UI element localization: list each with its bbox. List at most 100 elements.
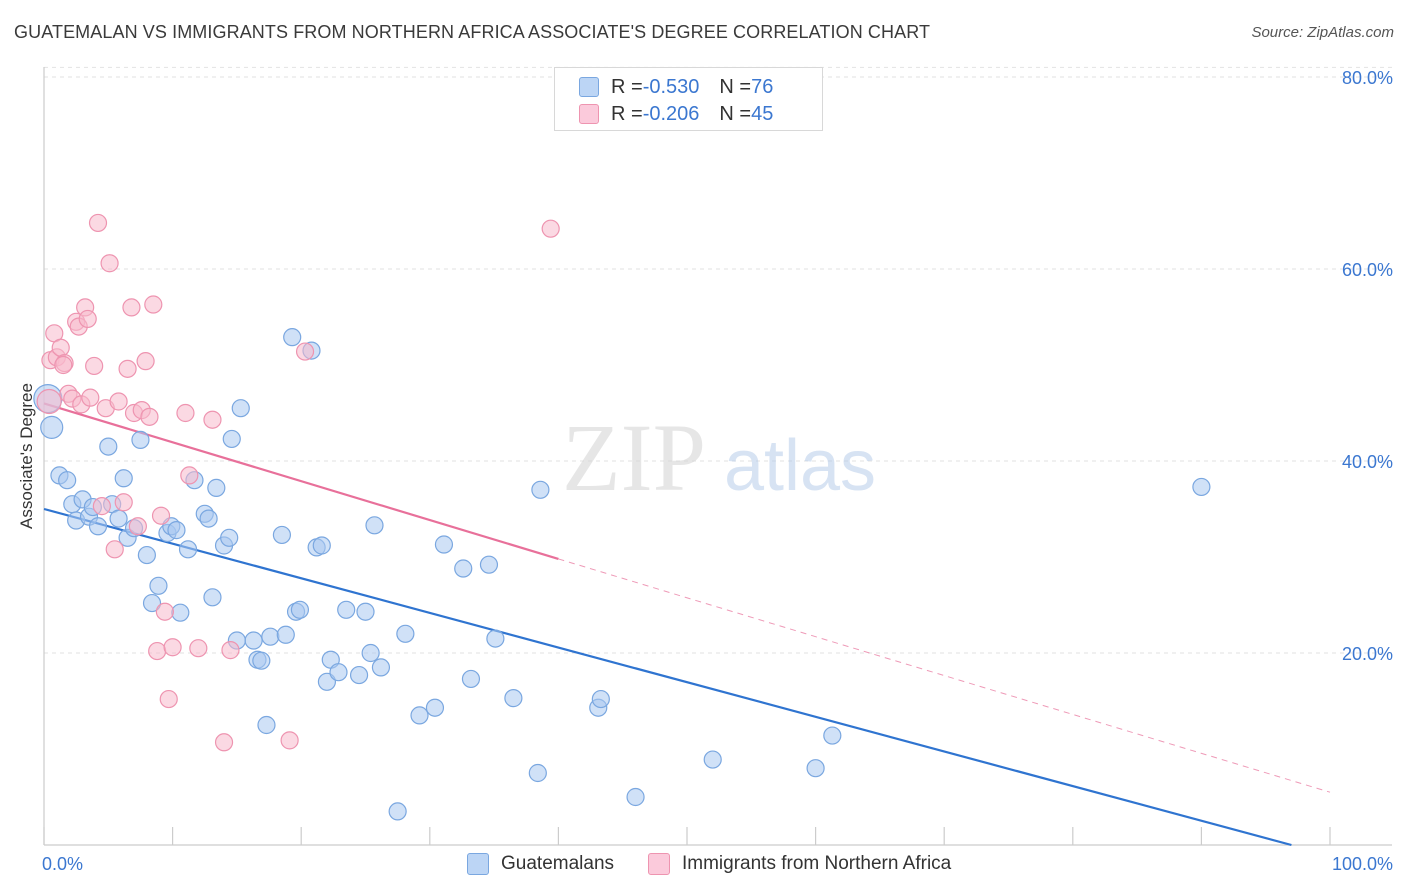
- legend-label: Immigrants from Northern Africa: [682, 853, 952, 874]
- immigrant-point: [136, 352, 155, 371]
- guatemalan-point: [365, 516, 384, 535]
- guatemalan-point: [337, 600, 356, 619]
- stats-legend-row-immigrants: R = -0.206 N = 45: [579, 102, 773, 126]
- guatemalan-point: [220, 528, 239, 547]
- guatemalan-point: [329, 663, 348, 682]
- n-label: N =: [719, 102, 752, 125]
- r-value: -0.206: [642, 102, 700, 125]
- immigrant-point: [148, 641, 167, 661]
- guatemalan-point: [171, 603, 190, 622]
- trend-lines: [43, 402, 1331, 847]
- guatemalan-point: [252, 651, 271, 670]
- guatemalan-point: [58, 471, 77, 490]
- guatemalan-point: [591, 689, 610, 709]
- guatemalan-point: [425, 698, 445, 717]
- source-credit: Source: ZipAtlas.com: [1251, 24, 1394, 41]
- guatemalan-point: [142, 593, 162, 613]
- n-label: N =: [719, 75, 752, 98]
- immigrant-point: [151, 506, 171, 525]
- guatemalans-trend-line: [43, 507, 1292, 847]
- guatemalan-point: [461, 669, 481, 689]
- guatemalan-point: [231, 399, 250, 418]
- watermark-atlas: atlas: [724, 426, 876, 506]
- legend-label: Guatemalans: [501, 853, 615, 874]
- x-tick-label: 0.0%: [42, 854, 83, 874]
- guatemalan-point: [137, 545, 156, 565]
- r-value: -0.530: [642, 75, 700, 98]
- immigrant-point: [105, 540, 124, 559]
- y-tick-label: 40.0%: [1342, 452, 1393, 472]
- immigrant-point: [92, 497, 111, 516]
- x-tick-label: 100.0%: [1332, 854, 1393, 874]
- y-tick-label: 80.0%: [1342, 68, 1393, 88]
- n-value: 45: [751, 102, 774, 125]
- guatemalan-point: [257, 715, 276, 735]
- immigrant-point: [109, 392, 128, 411]
- immigrants-trend-line: [43, 402, 559, 560]
- guatemalan-point: [371, 658, 391, 677]
- immigrant-point: [114, 493, 133, 512]
- guatemalan-point: [178, 540, 198, 559]
- immigrant-point: [118, 359, 137, 378]
- immigrant-point: [36, 388, 62, 415]
- immigrant-point: [176, 403, 195, 423]
- chart-title: GUATEMALAN VS IMMIGRANTS FROM NORTHERN A…: [14, 22, 931, 42]
- guatemalan-point: [1192, 477, 1211, 497]
- guatemalan-point: [434, 535, 454, 554]
- guatemalan-point: [806, 759, 825, 778]
- guatemalan-point: [361, 643, 380, 663]
- guatemalan-point: [486, 629, 505, 648]
- guatemalan-point: [272, 525, 292, 545]
- guatemalan-point: [349, 665, 369, 685]
- guatemalan-point: [356, 602, 375, 621]
- tick-labels: 20.0% 40.0% 60.0% 80.0% 0.0% 100.0%: [42, 68, 1393, 874]
- immigrant-point: [51, 338, 70, 357]
- guatemalan-point: [88, 517, 108, 536]
- guatemalan-point: [528, 763, 547, 783]
- y-tick-label: 20.0%: [1342, 644, 1393, 664]
- immigrant-point: [180, 466, 199, 485]
- immigrant-point: [100, 254, 119, 273]
- immigrant-point: [155, 602, 174, 621]
- data-points: [33, 213, 1211, 821]
- guatemalan-point: [626, 787, 645, 807]
- immigrant-point: [128, 517, 147, 536]
- r-label: R =: [611, 102, 643, 125]
- legend-item-guatemalans[interactable]: Guatemalans: [467, 852, 614, 876]
- immigrant-point: [122, 298, 141, 317]
- guatemalan-point: [114, 469, 133, 488]
- guatemalan-point: [261, 627, 280, 646]
- immigrant-point: [88, 213, 108, 233]
- guatemalans-legend-swatch: [467, 853, 489, 875]
- grid-lines: [44, 66, 1392, 654]
- legend-item-immigrants[interactable]: Immigrants from Northern Africa: [648, 852, 951, 876]
- guatemalan-point: [222, 429, 241, 449]
- immigrant-point: [203, 410, 222, 429]
- axes: [43, 67, 1392, 846]
- guatemalan-point: [244, 631, 263, 650]
- immigrant-point: [140, 407, 159, 426]
- immigrants-legend-swatch: [648, 853, 670, 875]
- immigrant-point: [81, 388, 100, 407]
- guatemalan-point: [479, 555, 499, 574]
- guatemalan-point: [131, 430, 150, 449]
- immigrant-point: [189, 639, 208, 658]
- guatemalan-point: [454, 559, 473, 578]
- guatemalan-point: [290, 600, 310, 619]
- immigrant-point: [295, 342, 315, 361]
- y-axis-label: Associate's Degree: [17, 383, 36, 529]
- guatemalan-point: [149, 576, 168, 595]
- watermark-zip: ZIP: [562, 404, 706, 511]
- immigrant-point: [163, 638, 182, 657]
- immigrant-point: [280, 731, 299, 750]
- guatemalan-point: [283, 328, 302, 347]
- guatemalan-point: [312, 536, 331, 555]
- guatemalan-point: [207, 478, 226, 497]
- guatemalan-point: [504, 689, 523, 708]
- guatemalan-point: [823, 726, 842, 745]
- n-value: 76: [751, 75, 774, 98]
- immigrant-point: [54, 355, 73, 375]
- immigrant-point: [144, 295, 163, 314]
- stats-legend-row-guatemalans: R = -0.530 N = 76: [579, 75, 773, 99]
